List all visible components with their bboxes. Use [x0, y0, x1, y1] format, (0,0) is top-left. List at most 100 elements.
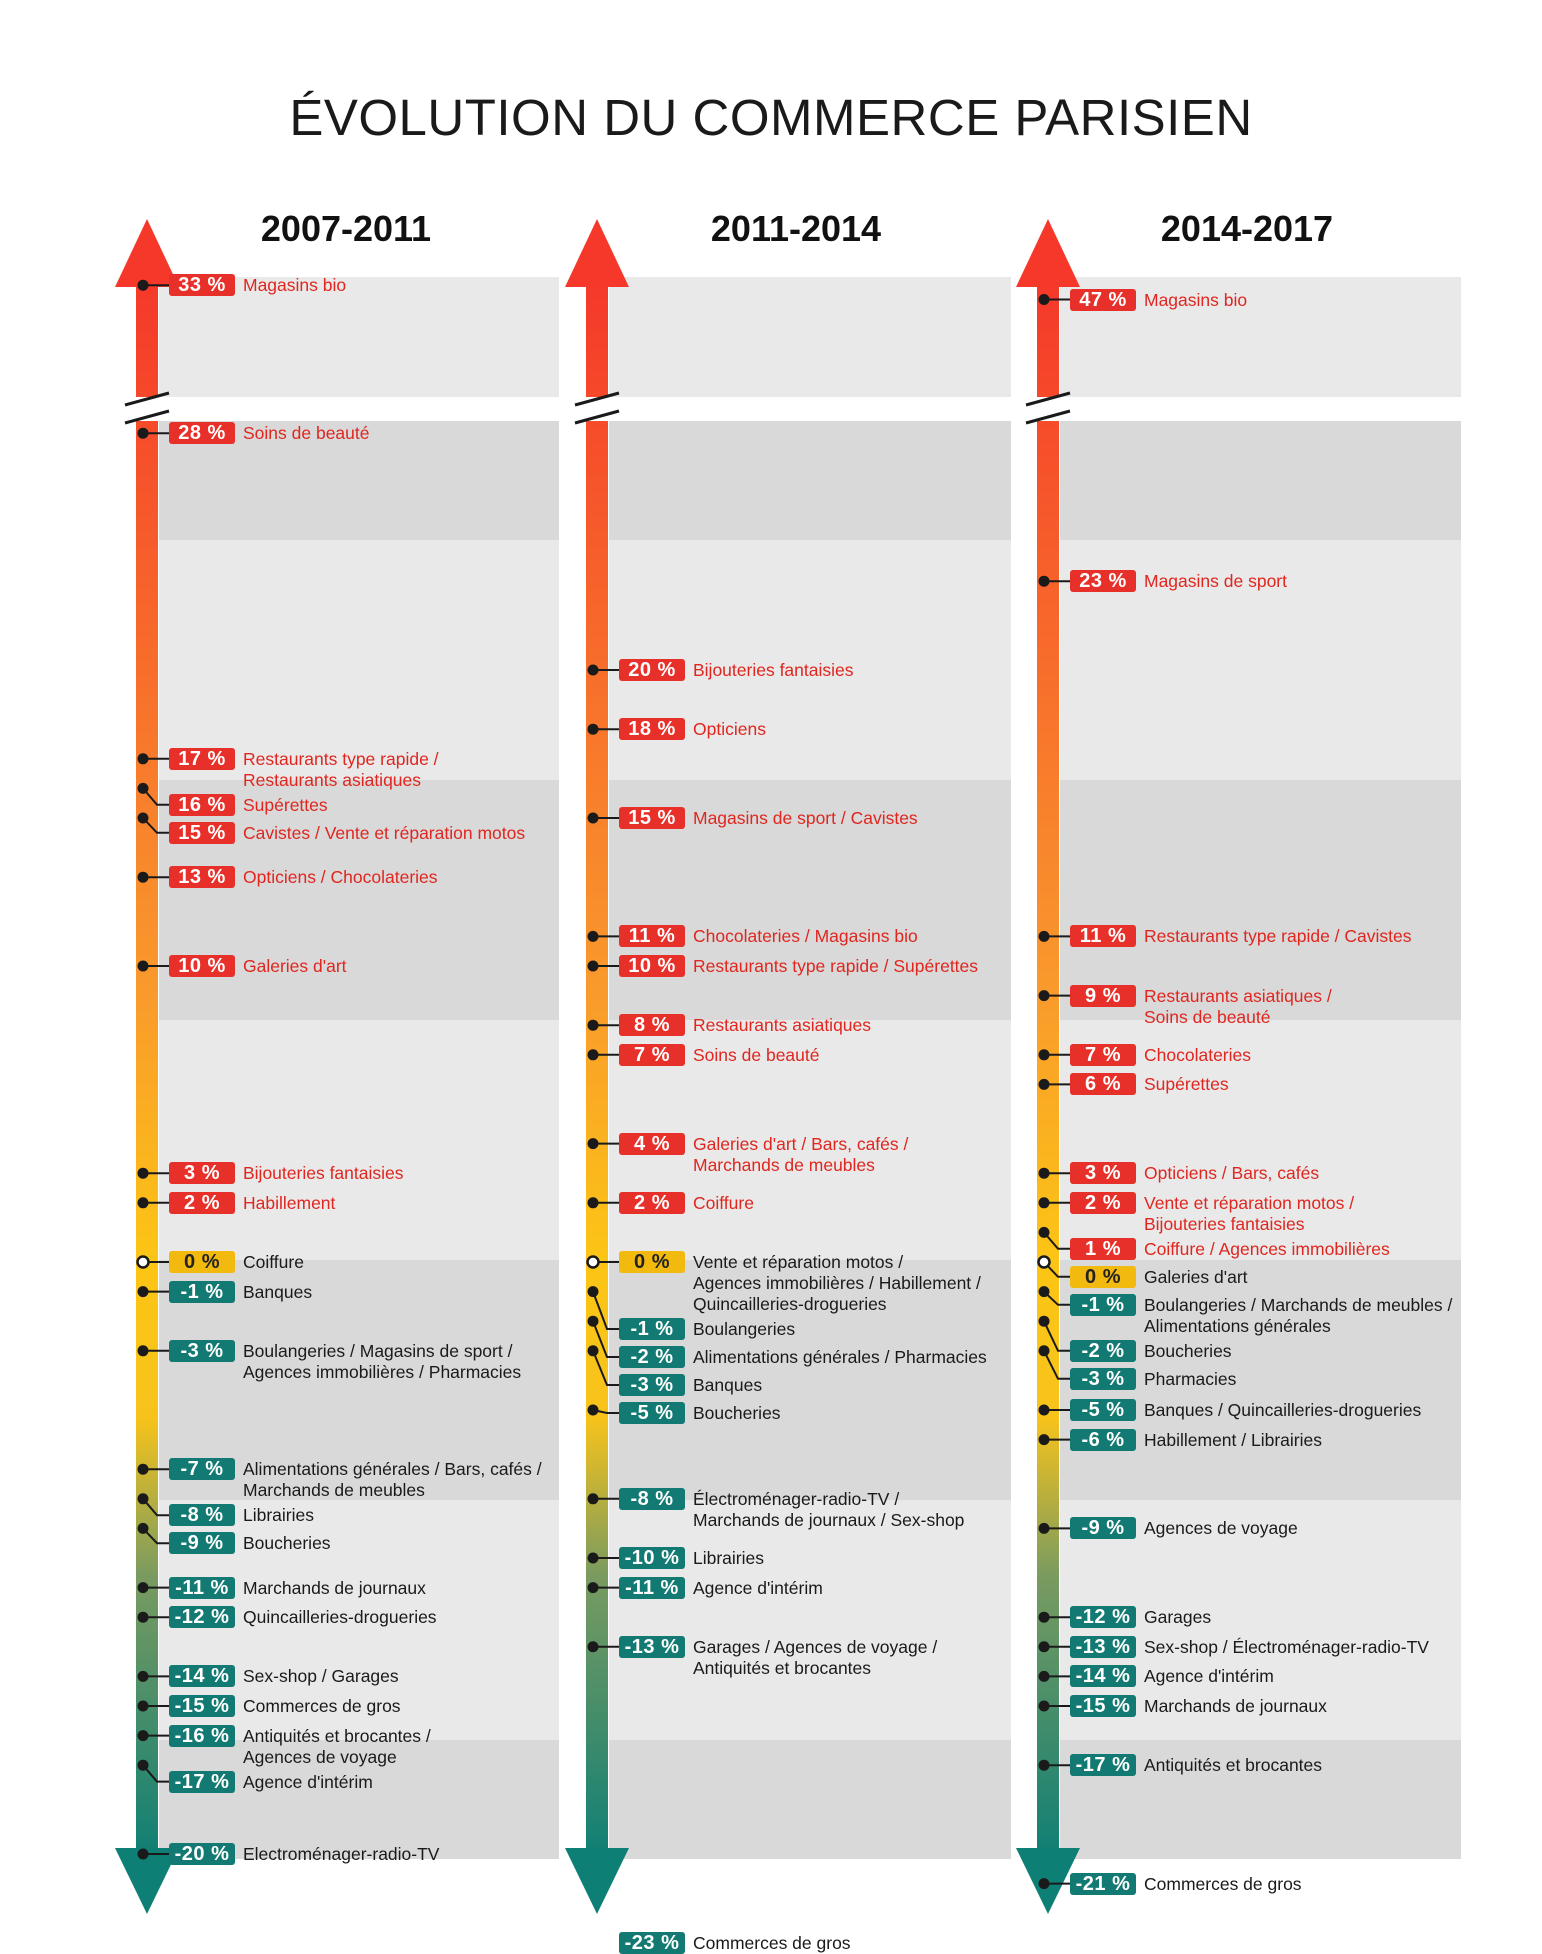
- entry-2-0-vente-et-reparation-motos-agences-immo-dot: [586, 1255, 600, 1269]
- entry-2-15-magasins-de-sport-cavistes-label: Magasins de sport / Cavistes: [693, 808, 918, 828]
- entry-3-7-chocolateries-label: Chocolateries: [1144, 1044, 1251, 1065]
- entry-3-2-vente-et-reparation-motos-bijouteries--label: Vente et réparation motos / Bijouteries f…: [1144, 1192, 1355, 1234]
- entry-2-1-boulangeries-dot: [587, 1286, 599, 1298]
- entry-2-7-soins-de-beaute-label: Soins de beauté: [693, 1044, 820, 1065]
- entry-1-7-alimentations-generales-bars-cafes-mar-dot: [137, 1463, 149, 1475]
- entry-2-2-alimentations-generales-pharmacies-leader: [592, 1320, 619, 1358]
- entry-1-8-librairies-dot: [137, 1493, 149, 1505]
- entry-3-6-habillement-librairies-label: Habillement / Librairies: [1144, 1429, 1322, 1450]
- entry-1-15-cavistes-vente-et-reparation-motos-leader: [142, 817, 169, 834]
- entry-1-0-coiffure-dot: [136, 1255, 150, 1269]
- entry-3-2-boucheries-dot: [1038, 1315, 1050, 1327]
- entry-1-15-cavistes-vente-et-reparation-motos-dot: [137, 812, 149, 824]
- entry-3-12-garages-badge: -12 %: [1070, 1606, 1136, 1629]
- entry-3-15-marchands-de-journaux-label: Marchands de journaux: [1144, 1696, 1327, 1716]
- entry-1-12-quincailleries-drogueries-dot: [137, 1611, 149, 1623]
- entry-2-15-magasins-de-sport-cavistes-dot: [587, 812, 599, 824]
- axis-arrow-down-1: [115, 1848, 179, 1914]
- entry-2-10-restaurants-type-rapide-superettes-dot: [587, 960, 599, 972]
- entry-1-15-commerces-de-gros-badge: -15 %: [169, 1695, 235, 1717]
- entry-3-3-opticiens-bars-cafes-label: Opticiens / Bars, cafés: [1144, 1163, 1320, 1184]
- axis-break-mark-bottom-1: [124, 409, 170, 425]
- entry-1-2-habillement-badge: 2 %: [169, 1191, 235, 1214]
- axis-arrow-up-3: [1016, 219, 1080, 287]
- entry-3-9-agences-de-voyage-label: Agences de voyage: [1144, 1518, 1298, 1539]
- entry-3-17-antiquites-et-brocantes-label: Antiquités et brocantes: [1144, 1755, 1323, 1776]
- entry-1-14-sex-shop-garages-label: Sex-shop / Garages: [243, 1666, 399, 1687]
- entry-3-14-agence-d-interim-label: Agence d'intérim: [1144, 1666, 1274, 1687]
- entry-3-11-restaurants-type-rapide-cavistes-badge: 11 %: [1070, 925, 1136, 948]
- entry-1-12-quincailleries-drogueries-label: Quincailleries-drogueries: [243, 1607, 437, 1628]
- entry-3-11-restaurants-type-rapide-cavistes-dot: [1038, 930, 1050, 942]
- entry-1-33-magasins-bio-badge: 33 %: [169, 274, 235, 297]
- entry-2-2-alimentations-generales-pharmacies-badge: -2 %: [619, 1346, 685, 1368]
- band-1-4: [159, 780, 559, 1020]
- entry-3-3-pharmacies-label: Pharmacies: [1144, 1368, 1237, 1389]
- entry-2-8-electromenager-radio-tv-marchands-de-j-label: Électroménager-radio-TV / Marchands de jo…: [693, 1488, 965, 1530]
- entry-3-1-coiffure-agences-immobilieres-badge: 1 %: [1070, 1237, 1136, 1260]
- entry-3-23-magasins-de-sport-label: Magasins de sport: [1144, 571, 1287, 592]
- entry-1-20-electromenager-radio-tv-dot: [137, 1848, 149, 1860]
- entry-3-6-superettes-badge: 6 %: [1070, 1073, 1136, 1096]
- entry-2-8-restaurants-asiatiques-badge: 8 %: [619, 1014, 685, 1037]
- entry-1-15-cavistes-vente-et-reparation-motos-label: Cavistes / Vente et réparation motos: [243, 822, 526, 843]
- entry-3-3-pharmacies-leader: [1043, 1350, 1070, 1380]
- entry-1-17-agence-d-interim-dot: [137, 1759, 149, 1771]
- entry-3-5-banques-quincailleries-drogueries-badge: -5 %: [1070, 1399, 1136, 1421]
- entry-3-9-restaurants-asiatiques-soins-de-beaute-badge: 9 %: [1070, 984, 1136, 1007]
- entry-2-10-restaurants-type-rapide-superettes-badge: 10 %: [619, 955, 685, 977]
- entry-1-17-agence-d-interim-label: Agence d'intérim: [243, 1771, 373, 1792]
- entry-2-1-boulangeries-leader: [592, 1291, 619, 1330]
- entry-2-11-chocolateries-magasins-bio-dot: [587, 930, 599, 942]
- entry-3-5-banques-quincailleries-drogueries-label: Banques / Quincailleries-drogueries: [1144, 1400, 1422, 1420]
- entry-3-3-pharmacies-badge: -3 %: [1070, 1367, 1136, 1390]
- entry-1-10-galeries-d-art-label: Galeries d'art: [243, 956, 347, 976]
- axis-break-mark-top-1: [124, 391, 170, 407]
- entry-1-33-magasins-bio-dot: [137, 279, 149, 291]
- entry-1-16-antiquites-et-brocantes-agences-de-vo-dot: [137, 1730, 149, 1742]
- entry-3-2-boucheries-label: Boucheries: [1144, 1340, 1232, 1361]
- entry-1-17-restaurants-type-rapide-restaurants-a-label: Restaurants type rapide / Restaurants asi…: [243, 748, 439, 790]
- entry-2-11-agence-d-interim-dot: [587, 1582, 599, 1594]
- entry-2-4-galeries-d-art-bars-cafes-marchands-de-dot: [587, 1138, 599, 1150]
- period-title-2: 2011-2014: [710, 208, 882, 249]
- entry-3-0-galeries-d-art-leader: [1043, 1261, 1070, 1278]
- entry-1-16-superettes-label: Supérettes: [243, 794, 328, 815]
- entry-1-0-coiffure-label: Coiffure: [243, 1252, 304, 1272]
- axis-shaft-2: [586, 280, 608, 1860]
- entry-3-9-restaurants-asiatiques-soins-de-beaute-dot: [1038, 990, 1050, 1002]
- axis-arrow-down-2: [565, 1848, 629, 1914]
- entry-1-14-sex-shop-garages-badge: -14 %: [169, 1665, 235, 1688]
- entry-3-1-coiffure-agences-immobilieres-dot: [1038, 1226, 1050, 1238]
- entry-2-3-banques-label: Banques: [693, 1375, 763, 1395]
- entry-3-1-boulangeries-marchands-de-meubles-alim-dot: [1038, 1286, 1050, 1298]
- axis-break-mark-bottom-2: [574, 409, 620, 425]
- entry-2-2-coiffure-dot: [587, 1197, 599, 1209]
- entry-2-10-librairies-dot: [587, 1552, 599, 1564]
- entry-1-1-banques-label: Banques: [243, 1281, 313, 1302]
- period-title-1: 2007-2011: [260, 208, 432, 249]
- entry-2-18-opticiens-badge: 18 %: [619, 718, 685, 741]
- entry-3-14-agence-d-interim-dot: [1038, 1670, 1050, 1682]
- entry-3-21-commerces-de-gros-badge: -21 %: [1070, 1872, 1136, 1895]
- entry-3-3-opticiens-bars-cafes-dot: [1038, 1167, 1050, 1179]
- entry-1-16-superettes-badge: 16 %: [169, 793, 235, 816]
- entry-3-47-magasins-bio-dot: [1038, 294, 1050, 305]
- entry-2-3-banques-leader: [592, 1350, 619, 1386]
- entry-1-3-bijouteries-fantaisies-badge: 3 %: [169, 1162, 235, 1185]
- entry-2-8-electromenager-radio-tv-marchands-de-j-badge: -8 %: [619, 1487, 685, 1510]
- entry-2-1-boulangeries-label: Boulangeries: [693, 1319, 796, 1339]
- entry-1-3-boulangeries-magasins-de-sport-agences-badge: -3 %: [169, 1339, 235, 1362]
- entry-3-9-restaurants-asiatiques-soins-de-beaute-label: Restaurants asiatiques / Soins de beauté: [1144, 985, 1332, 1027]
- entry-3-7-chocolateries-dot: [1038, 1049, 1050, 1061]
- entry-3-5-banques-quincailleries-drogueries-dot: [1038, 1404, 1050, 1416]
- entry-1-28-soins-de-beaute-dot: [137, 427, 149, 439]
- entry-3-1-boulangeries-marchands-de-meubles-alim-badge: -1 %: [1070, 1293, 1136, 1316]
- leader-lines: [136, 279, 1070, 1890]
- entry-3-13-sex-shop-electromenager-radio-tv-badge: -13 %: [1070, 1635, 1136, 1658]
- band-1-1: [159, 277, 559, 397]
- period-title-3: 2014-2017: [1160, 208, 1334, 249]
- entry-2-15-magasins-de-sport-cavistes-badge: 15 %: [619, 807, 685, 829]
- entry-1-17-restaurants-type-rapide-restaurants-a-badge: 17 %: [169, 747, 235, 770]
- entry-2-13-garages-agences-de-voyage-antiquites--badge: -13 %: [619, 1635, 685, 1658]
